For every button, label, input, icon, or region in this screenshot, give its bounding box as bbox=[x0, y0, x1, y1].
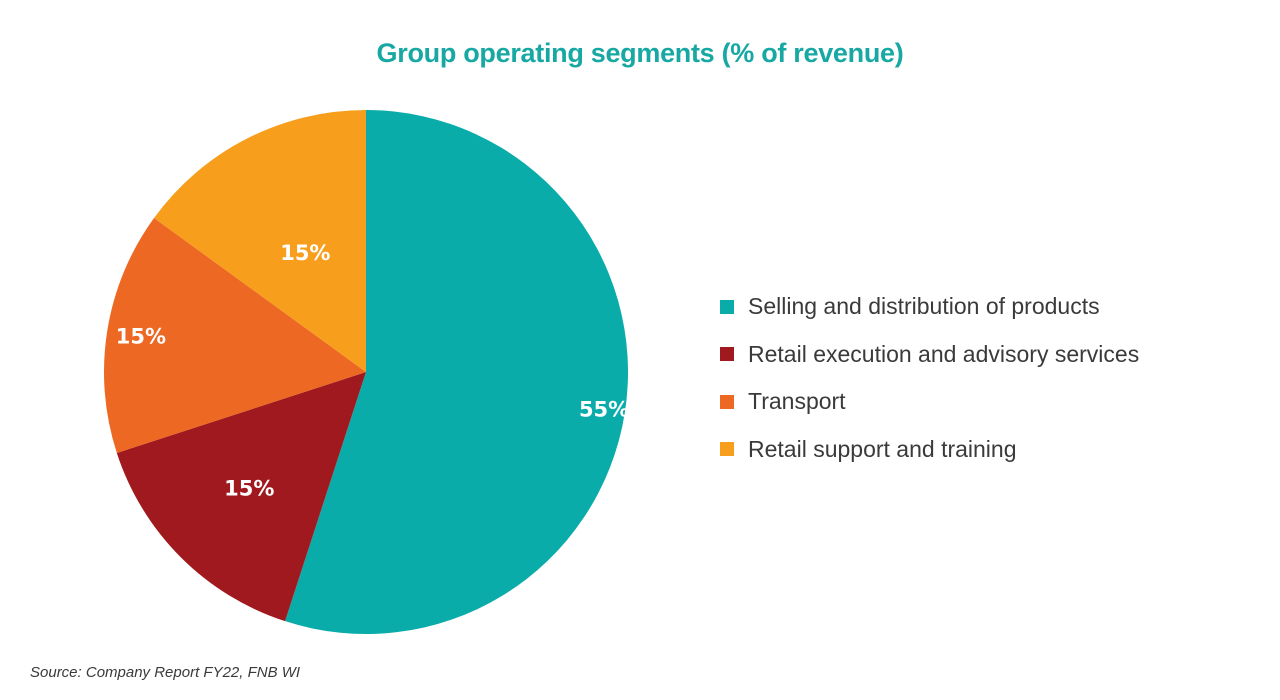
pie-slice-selling-distribution bbox=[285, 110, 628, 634]
legend-swatch bbox=[720, 394, 734, 409]
legend-label: Transport bbox=[748, 388, 846, 415]
legend-label: Selling and distribution of products bbox=[748, 293, 1100, 320]
legend-item-transport: Transport bbox=[720, 378, 1260, 426]
pie-slice-retail-support bbox=[154, 110, 366, 372]
source-note: Source: Company Report FY22, FNB WI bbox=[30, 664, 301, 681]
pie-slice-retail-execution bbox=[116, 372, 366, 622]
legend-swatch bbox=[720, 442, 734, 457]
legend-swatch bbox=[720, 347, 734, 362]
pie-label-transport: 15% bbox=[116, 324, 166, 348]
pie-label-selling-distribution: 55% bbox=[579, 398, 629, 422]
legend-label: Retail execution and advisory services bbox=[748, 340, 1140, 367]
pie-slice-transport bbox=[104, 218, 367, 453]
pie-label-retail-execution: 15% bbox=[224, 477, 274, 501]
legend: Selling and distribution of products Ret… bbox=[720, 283, 1260, 473]
legend-item-retail-support: Retail support and training bbox=[720, 426, 1260, 474]
pie-label-retail-support: 15% bbox=[280, 241, 330, 265]
pie-chart: 55% 15% 15% 15% bbox=[104, 110, 629, 634]
chart-title: Group operating segments (% of revenue) bbox=[376, 38, 904, 68]
legend-label: Retail support and training bbox=[748, 435, 1017, 462]
legend-item-selling-distribution: Selling and distribution of products bbox=[720, 283, 1260, 331]
legend-swatch bbox=[720, 299, 734, 314]
legend-item-retail-execution: Retail execution and advisory services bbox=[720, 331, 1260, 379]
